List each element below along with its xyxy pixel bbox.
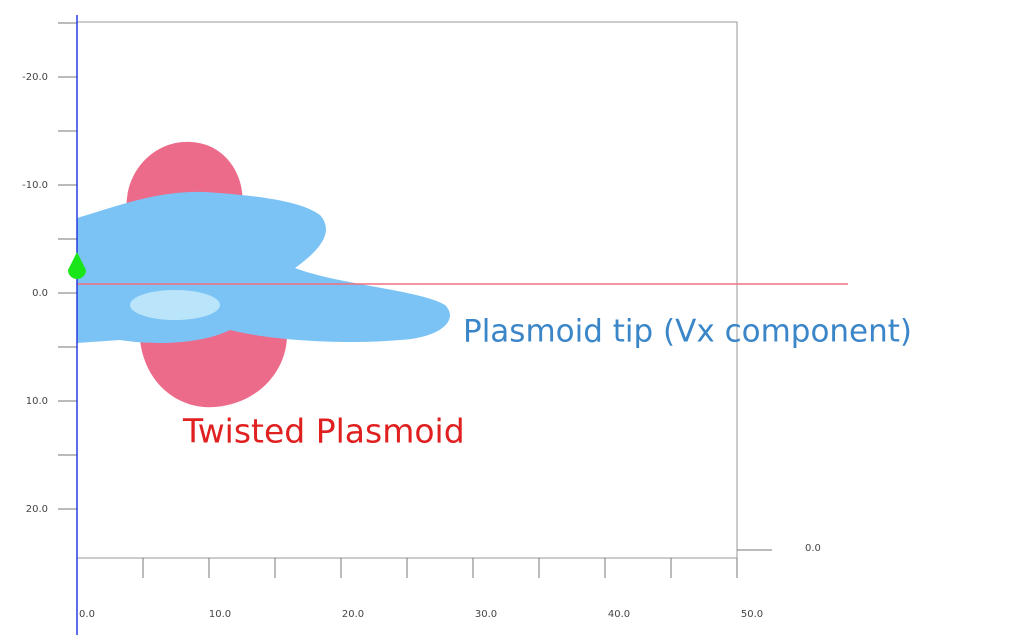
visualization: 0.0 Plasmoid tip (Vx component) Twisted … xyxy=(0,0,1013,635)
twisted-label: Twisted Plasmoid xyxy=(182,412,465,451)
x-tick-label: 10.0 xyxy=(209,609,231,620)
y-tick-label: -20.0 xyxy=(22,72,48,83)
highlight xyxy=(130,290,220,320)
x-tick-label: 0.0 xyxy=(79,609,95,620)
y-tick-label: -10.0 xyxy=(22,180,48,191)
x-tick-label: 50.0 xyxy=(741,609,763,620)
x-tick-label: 40.0 xyxy=(608,609,630,620)
plasmoid-tip xyxy=(77,192,450,343)
y-tick-label: 0.0 xyxy=(32,288,48,299)
x-tick-label: 20.0 xyxy=(342,609,364,620)
z-tick-label: 0.0 xyxy=(805,543,821,554)
tip-label: Plasmoid tip (Vx component) xyxy=(463,314,912,350)
y-tick-label: 10.0 xyxy=(26,396,48,407)
y-tick-label: 20.0 xyxy=(26,504,48,515)
x-tick-label: 30.0 xyxy=(475,609,497,620)
